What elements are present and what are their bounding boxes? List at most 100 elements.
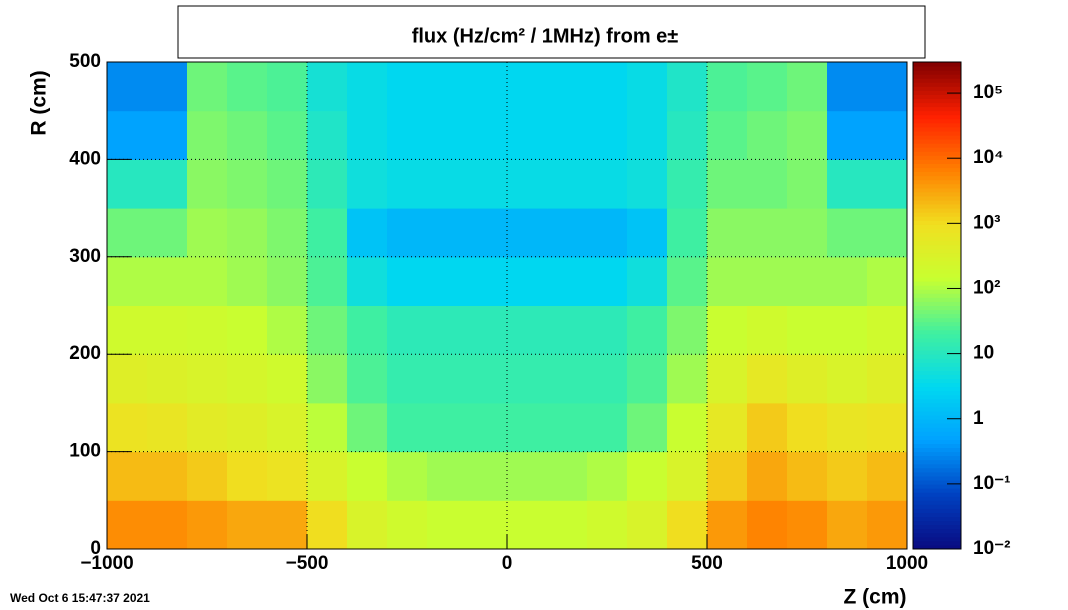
colorbar-segment xyxy=(913,256,961,262)
heatmap-cell xyxy=(347,402,388,453)
colorbar-segment xyxy=(913,94,961,100)
heatmap-cell xyxy=(547,110,588,160)
heatmap-cell xyxy=(787,305,828,355)
heatmap-cell xyxy=(467,159,508,209)
colorbar-segment xyxy=(913,143,961,148)
heatmap-cell xyxy=(827,500,868,550)
heatmap-cell xyxy=(107,500,148,550)
colorbar-tick-label: 10⁻¹ xyxy=(973,473,1011,494)
heatmap-cell xyxy=(547,256,588,306)
heatmap-cell xyxy=(547,451,588,501)
heatmap-cell xyxy=(547,62,588,112)
heatmap-cell xyxy=(307,62,348,112)
colorbar-segment xyxy=(913,532,961,538)
heatmap-cell xyxy=(427,208,468,258)
colorbar-tick-label: 10⁵ xyxy=(973,82,1003,103)
colorbar-segment xyxy=(913,277,961,282)
heatmap-cell xyxy=(867,354,908,404)
heatmap-cell xyxy=(787,208,828,258)
heatmap-cell xyxy=(707,159,748,209)
colorbar-segment xyxy=(913,475,961,481)
heatmap-cell xyxy=(187,110,228,160)
colorbar-segment xyxy=(913,354,961,359)
heatmap-cell xyxy=(147,208,188,258)
heatmap-cell xyxy=(827,305,868,355)
colorbar-segment xyxy=(913,488,961,493)
heatmap-cell xyxy=(187,402,228,453)
heatmap-cell xyxy=(707,208,748,258)
x-tick-label: −500 xyxy=(286,553,329,574)
colorbar-tick-label: 1 xyxy=(973,408,984,429)
colorbar-segment xyxy=(913,435,961,440)
colorbar-segment xyxy=(913,264,961,270)
heatmap-cell xyxy=(667,256,708,306)
heatmap-cell xyxy=(227,159,268,209)
heatmap-cell xyxy=(787,451,828,501)
colorbar-segment xyxy=(913,130,961,136)
heatmap-cell xyxy=(267,110,308,160)
colorbar-segment xyxy=(913,309,961,315)
heatmap-cell xyxy=(867,159,908,209)
y-tick-label: 400 xyxy=(69,148,101,169)
colorbar-segment xyxy=(913,370,961,375)
heatmap-cell xyxy=(187,208,228,258)
heatmap-cell xyxy=(467,110,508,160)
heatmap-cell xyxy=(227,208,268,258)
colorbar-segment xyxy=(913,366,961,371)
colorbar-segment xyxy=(913,293,961,298)
colorbar-segment xyxy=(913,171,961,177)
colorbar-segment xyxy=(913,496,961,501)
heatmap-cell xyxy=(467,256,508,306)
heatmap-cell xyxy=(107,62,148,112)
heatmap-cell xyxy=(387,500,428,550)
colorbar-segment xyxy=(913,78,961,83)
heatmap-cell xyxy=(347,354,388,404)
heatmap-cell xyxy=(547,305,588,355)
heatmap-cell xyxy=(467,354,508,404)
heatmap-cell xyxy=(387,305,428,355)
colorbar-segment xyxy=(913,281,961,286)
colorbar-segment xyxy=(913,333,961,339)
heatmap-cell xyxy=(587,256,628,306)
heatmap-cell xyxy=(467,208,508,258)
heatmap-cell xyxy=(387,159,428,209)
colorbar-segment xyxy=(913,439,961,444)
colorbar-tick-label: 10 xyxy=(973,343,994,364)
heatmap-cell xyxy=(267,402,308,453)
heatmap-cell xyxy=(227,256,268,306)
heatmap-cell xyxy=(347,500,388,550)
heatmap-cell xyxy=(147,110,188,160)
colorbar-segment xyxy=(913,382,961,388)
colorbar-segment xyxy=(913,467,961,473)
colorbar-segment xyxy=(913,415,961,420)
colorbar-segment xyxy=(913,216,961,221)
colorbar-segment xyxy=(913,390,961,396)
heatmap-cell xyxy=(587,110,628,160)
heatmap-cell xyxy=(587,159,628,209)
colorbar-segment xyxy=(913,512,961,518)
heatmap-cell xyxy=(827,62,868,112)
colorbar-segment xyxy=(913,317,961,323)
colorbar-segment xyxy=(913,260,961,266)
heatmap-cell xyxy=(747,500,788,550)
heatmap-cell xyxy=(707,354,748,404)
colorbar-segment xyxy=(913,74,961,79)
heatmap-cell xyxy=(267,208,308,258)
colorbar-segment xyxy=(913,419,961,424)
heatmap-cell xyxy=(827,256,868,306)
colorbar-segment xyxy=(913,204,961,209)
colorbar-segment xyxy=(913,431,961,436)
heatmap-cell xyxy=(427,402,468,453)
colorbar-segment xyxy=(913,179,961,185)
heatmap-cell xyxy=(507,354,548,404)
colorbar-segment xyxy=(913,191,961,197)
title-box xyxy=(177,5,926,59)
heatmap-cell xyxy=(707,62,748,112)
colorbar-segment xyxy=(913,471,961,477)
heatmap-cell xyxy=(107,159,148,209)
heatmap-cell xyxy=(667,500,708,550)
heatmap-cell xyxy=(107,354,148,404)
heatmap-cell xyxy=(547,159,588,209)
y-tick-label: 500 xyxy=(69,51,101,72)
heatmap-cell xyxy=(307,256,348,306)
